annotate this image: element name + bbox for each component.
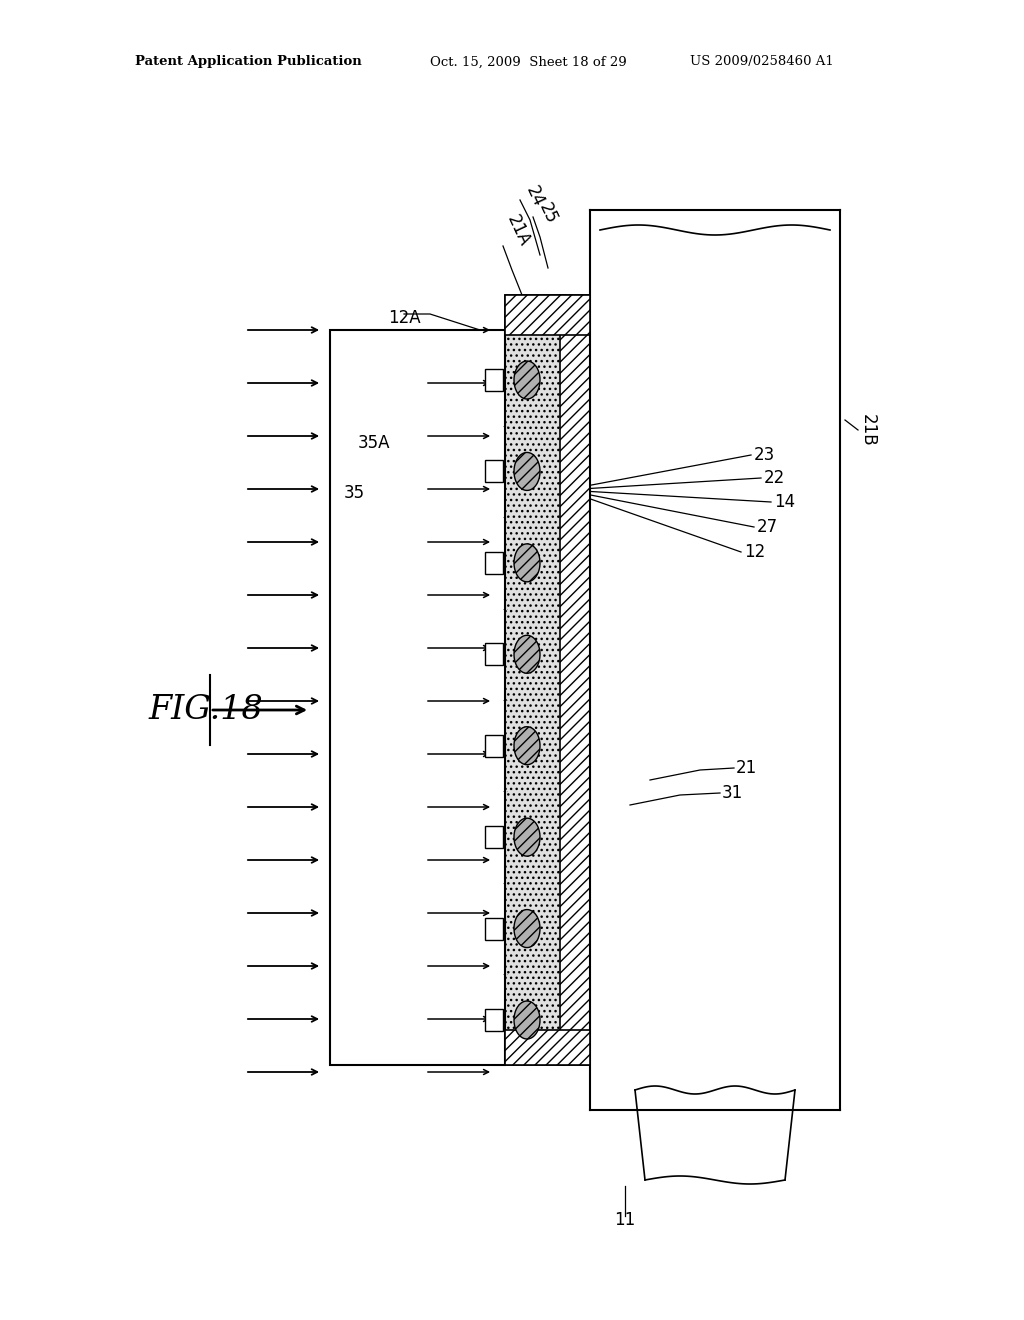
Polygon shape <box>514 360 540 399</box>
Text: 14: 14 <box>774 492 795 511</box>
Text: 25: 25 <box>535 199 560 226</box>
Bar <box>505 294 590 335</box>
Bar <box>560 294 590 1065</box>
Polygon shape <box>514 909 540 948</box>
Text: Oct. 15, 2009  Sheet 18 of 29: Oct. 15, 2009 Sheet 18 of 29 <box>430 55 627 69</box>
Bar <box>485 826 503 849</box>
Text: 35: 35 <box>344 484 366 502</box>
Bar <box>485 643 503 665</box>
Polygon shape <box>514 1001 540 1039</box>
Bar <box>485 370 503 391</box>
Bar <box>485 461 503 482</box>
Bar <box>485 1008 503 1031</box>
Text: 35A: 35A <box>358 434 390 451</box>
Text: 11: 11 <box>614 1210 636 1229</box>
Text: US 2009/0258460 A1: US 2009/0258460 A1 <box>690 55 834 69</box>
Text: FIG.18: FIG.18 <box>148 694 263 726</box>
Text: 31: 31 <box>722 784 743 803</box>
Text: 12: 12 <box>744 543 765 561</box>
Text: Patent Application Publication: Patent Application Publication <box>135 55 361 69</box>
Polygon shape <box>514 635 540 673</box>
Text: 21B: 21B <box>859 413 877 446</box>
Bar <box>485 735 503 756</box>
Bar <box>505 1030 590 1065</box>
Polygon shape <box>514 818 540 857</box>
Polygon shape <box>514 727 540 764</box>
Bar <box>330 330 505 1065</box>
Polygon shape <box>514 544 540 582</box>
Polygon shape <box>514 453 540 491</box>
Bar <box>485 552 503 574</box>
Text: 27: 27 <box>757 517 778 536</box>
Text: 21: 21 <box>736 759 758 777</box>
Text: 12A: 12A <box>388 309 420 327</box>
Text: 21A: 21A <box>503 213 534 249</box>
Bar <box>485 917 503 940</box>
Text: 23: 23 <box>754 446 775 465</box>
Text: 22: 22 <box>764 469 785 487</box>
Text: 24: 24 <box>522 182 547 210</box>
Bar <box>505 294 565 1065</box>
